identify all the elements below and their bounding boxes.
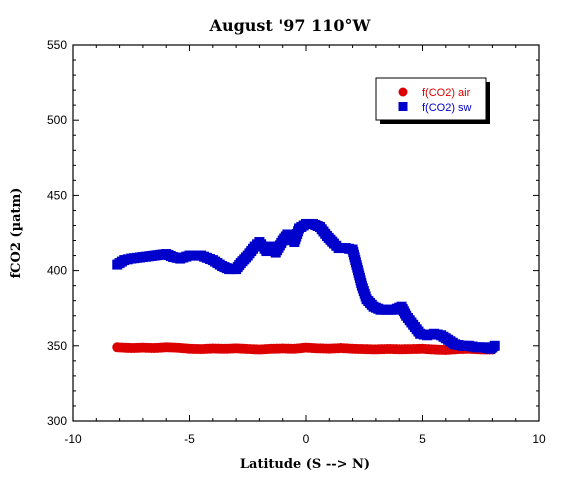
legend: f(CO2) air f(CO2) sw xyxy=(375,77,490,124)
y-tick-label: 450 xyxy=(47,188,67,202)
x-tick-label: 5 xyxy=(419,432,426,446)
y-tick-label: 500 xyxy=(47,113,67,127)
y-tick-label: 300 xyxy=(47,414,67,428)
y-axis: 300 350 400 450 500 550 xyxy=(47,38,539,428)
series-sw xyxy=(112,218,500,354)
x-tick-label: -10 xyxy=(64,432,82,446)
legend-sw-label: f(CO2) sw xyxy=(422,102,472,114)
legend-air-label: f(CO2) air xyxy=(422,87,471,99)
x-tick-label: 0 xyxy=(303,432,310,446)
legend-air-marker xyxy=(398,87,408,97)
chart-title: August '97 110°W xyxy=(209,16,372,35)
series-layer xyxy=(112,218,500,356)
x-tick-label: -5 xyxy=(184,432,195,446)
x-tick-label: 10 xyxy=(532,432,546,446)
series-air xyxy=(112,342,498,356)
y-axis-label: fCO2 (µatm) xyxy=(9,188,24,279)
x-axis: -10 -5 0 5 10 xyxy=(64,45,546,446)
x-axis-label: Latitude (S --> N) xyxy=(240,457,370,472)
y-tick-label: 400 xyxy=(47,264,67,278)
data-point xyxy=(489,340,500,351)
y-tick-label: 350 xyxy=(47,339,67,353)
legend-box xyxy=(375,77,487,121)
y-tick-label: 550 xyxy=(47,38,67,52)
legend-sw-marker xyxy=(398,102,408,111)
